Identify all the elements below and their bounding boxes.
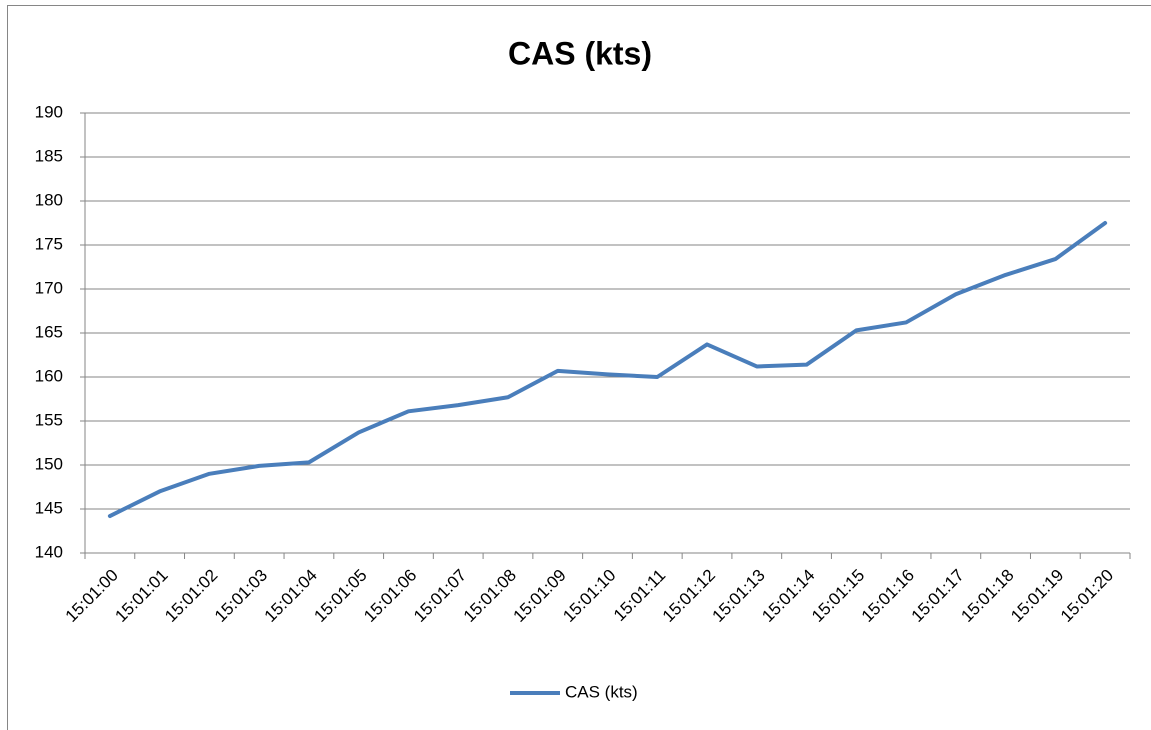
chart-title: CAS (kts) bbox=[508, 35, 652, 71]
y-tick-label: 190 bbox=[35, 102, 63, 121]
y-tick-label: 165 bbox=[35, 322, 63, 341]
legend-label: CAS (kts) bbox=[565, 682, 638, 701]
y-tick-label: 160 bbox=[35, 366, 63, 385]
y-tick-label: 145 bbox=[35, 498, 63, 517]
y-tick-label: 175 bbox=[35, 234, 63, 253]
y-tick-label: 180 bbox=[35, 190, 63, 209]
y-tick-label: 170 bbox=[35, 278, 63, 297]
chart-border bbox=[7, 5, 1151, 730]
y-tick-label: 150 bbox=[35, 454, 63, 473]
y-tick-label: 155 bbox=[35, 410, 63, 429]
y-tick-label: 140 bbox=[35, 542, 63, 561]
y-tick-label: 185 bbox=[35, 146, 63, 165]
series-line bbox=[107, 221, 1108, 519]
